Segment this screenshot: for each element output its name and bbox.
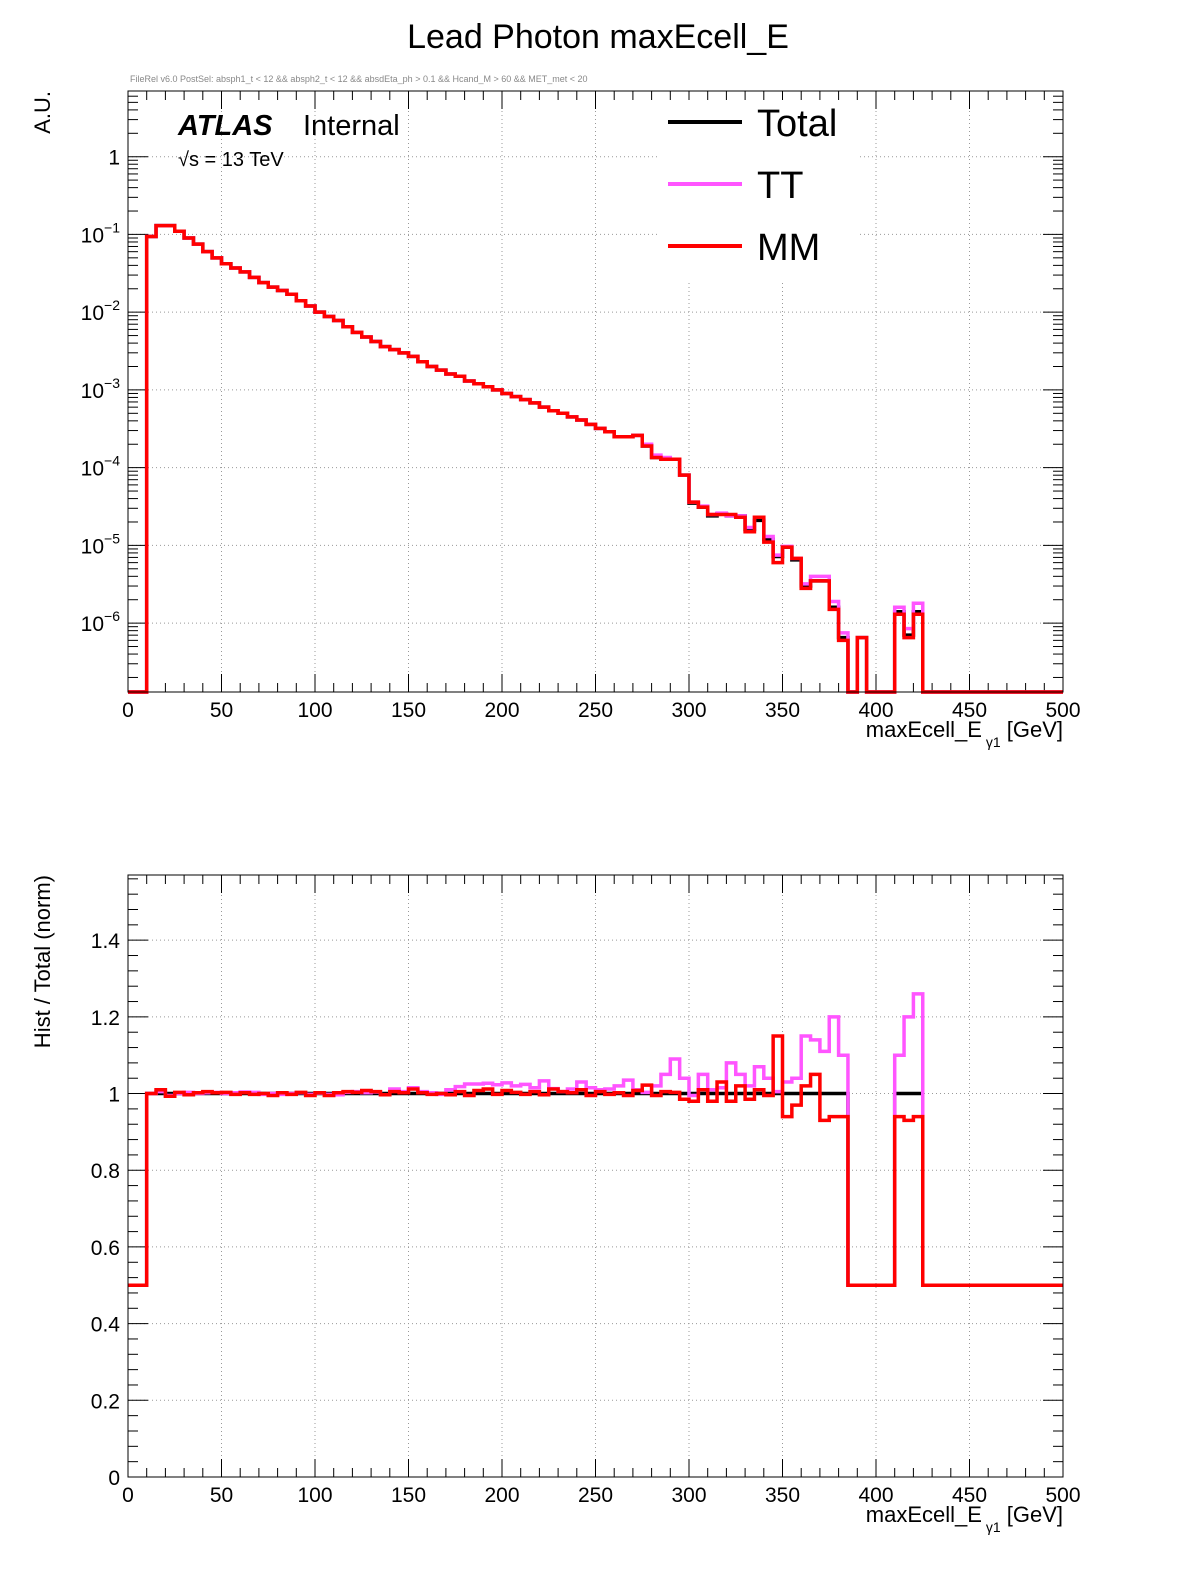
x-tick-label: 150 — [391, 699, 426, 722]
x-tick-label: 350 — [765, 1484, 800, 1507]
plot-frame — [127, 90, 1064, 693]
x-tick-label: 500 — [1045, 699, 1080, 722]
x-tick-label: 0 — [122, 699, 134, 722]
top-panel-labels: ATLAS Internal √s = 13 TeV — [177, 110, 400, 171]
x-tick-label: 0 — [122, 1484, 134, 1507]
x-tick-label: 450 — [952, 699, 987, 722]
y-tick-label: 10−5 — [81, 530, 121, 558]
y-tick-label: 0.2 — [91, 1390, 120, 1413]
y-tick-label: 0 — [108, 1467, 120, 1490]
y-tick-label: 10−4 — [81, 453, 121, 481]
y-tick-label: 10−6 — [81, 608, 121, 636]
y-tick-label: 1 — [108, 147, 120, 170]
plot-frame — [127, 874, 1064, 1478]
x-tick-label: 400 — [858, 1484, 893, 1507]
x-tick-label: 500 — [1045, 1484, 1080, 1507]
x-tick-label: 100 — [297, 1484, 332, 1507]
x-tick-label: 400 — [858, 699, 893, 722]
y-tick-label: 10−2 — [81, 297, 121, 325]
x-tick-label: 50 — [210, 1484, 233, 1507]
x-axis-label: maxEcell_E γ1 [GeV] — [866, 717, 1063, 750]
x-tick-label: 450 — [952, 1484, 987, 1507]
chart-title: Lead Photon maxEcell_E — [407, 18, 789, 56]
legend-label-tt: TT — [757, 165, 803, 207]
y-tick-label: 0.6 — [91, 1237, 120, 1260]
y-tick-label: 1.4 — [91, 930, 121, 953]
series-mm-line — [128, 1034, 1063, 1288]
y-tick-label: 10−3 — [81, 375, 121, 403]
x-tick-label: 350 — [765, 699, 800, 722]
legend: Total TT MM — [658, 100, 858, 280]
y-tick-label: 0.4 — [91, 1314, 121, 1337]
series-mm-line — [128, 223, 1063, 694]
y-tick-label: 10−1 — [81, 219, 121, 247]
x-tick-label: 250 — [578, 699, 613, 722]
ratio-panel: 0 50 100 150 200 250 300 350 400 450 500 0 0.2 0.4 0.6… — [30, 874, 1081, 1535]
selection-cuts-label: FileRel v6.0 PostSel: absph1_t < 12 && a… — [130, 74, 588, 84]
x-tick-label: 100 — [297, 699, 332, 722]
legend-label-mm: MM — [757, 227, 820, 269]
top-panel: 0 50 100 150 200 250 300 350 400 450 500 1 10−1 10−2 1… — [30, 90, 1081, 750]
y-tick-label: 1 — [108, 1084, 120, 1107]
x-tick-label: 200 — [484, 699, 519, 722]
y-tick-label: 1.2 — [91, 1007, 120, 1030]
x-tick-label: 50 — [210, 699, 233, 722]
y-axis-label: A.U. — [30, 91, 55, 134]
x-tick-label: 150 — [391, 1484, 426, 1507]
atlas-label: ATLAS — [177, 110, 273, 142]
x-axis-label: maxEcell_E γ1 [GeV] — [866, 1502, 1063, 1535]
energy-label: √s = 13 TeV — [178, 149, 284, 171]
legend-label-total: Total — [757, 103, 837, 145]
y-tick-label: 0.8 — [91, 1160, 120, 1183]
legend-box — [658, 100, 858, 280]
x-tick-label: 200 — [484, 1484, 519, 1507]
x-tick-label: 300 — [671, 1484, 706, 1507]
internal-label: Internal — [303, 110, 400, 142]
x-tick-label: 250 — [578, 1484, 613, 1507]
x-tick-label: 300 — [671, 699, 706, 722]
y-axis-label: Hist / Total (norm) — [30, 875, 55, 1048]
